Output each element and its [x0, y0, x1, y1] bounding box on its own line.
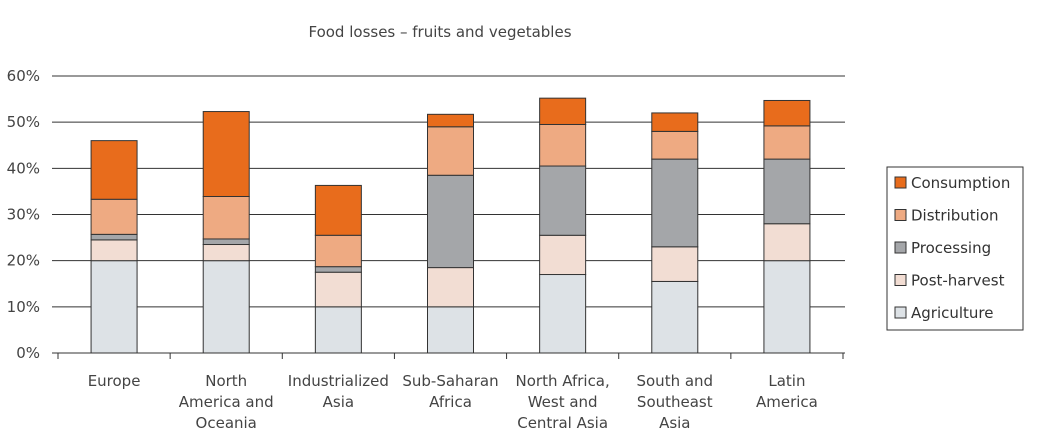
legend-label-post-harvest: Post-harvest	[911, 272, 1005, 290]
bar-segment-post-harvest	[427, 267, 474, 308]
bar-segment-processing	[314, 266, 362, 273]
bar-segment-processing	[539, 165, 587, 236]
x-tick-label: Industrialized Asia	[288, 372, 389, 411]
legend: Consumption Distribution Processing Post-ha…	[886, 166, 1024, 331]
bar-segment-distribution	[651, 130, 699, 160]
bar-segment-consumption	[202, 111, 250, 197]
x-tick-label: North America and Oceania	[179, 372, 274, 432]
bar-segment-processing	[427, 174, 474, 269]
bar-segment-distribution	[539, 123, 587, 167]
bar-stack	[90, 140, 138, 354]
y-tick-label: 50%	[7, 113, 40, 131]
bar-segment-processing	[202, 238, 250, 246]
y-axis: 0% 10% 20% 30% 40% 50% 60%	[7, 67, 40, 362]
bar-segment-agriculture	[314, 306, 362, 354]
legend-swatch-agriculture	[894, 306, 907, 319]
bar-segment-post-harvest	[90, 239, 138, 262]
chart-title: Food losses – fruits and vegetables	[308, 23, 571, 41]
bar-stack	[314, 184, 362, 354]
bar-stack	[651, 112, 699, 354]
y-tick-label: 0%	[16, 344, 40, 362]
bar-segment-processing	[90, 233, 138, 241]
x-axis: Europe North America and Oceania Industriali…	[52, 352, 845, 432]
bar-segment-consumption	[314, 184, 362, 236]
bar-stack	[763, 99, 811, 354]
bar-segment-consumption	[651, 112, 699, 132]
bar-segment-post-harvest	[314, 271, 362, 308]
legend-box	[886, 166, 1024, 331]
bar-stack	[427, 113, 474, 354]
y-tick-label: 10%	[7, 298, 40, 316]
bars	[90, 97, 811, 354]
bar-segment-agriculture	[651, 280, 699, 354]
bar-segment-consumption	[539, 97, 587, 125]
bar-segment-agriculture	[90, 260, 138, 354]
y-tick-label: 20%	[7, 252, 40, 270]
legend-swatch-consumption	[894, 176, 907, 189]
bar-segment-agriculture	[763, 260, 811, 354]
x-tick-label: North Africa, West and Central Asia	[516, 372, 610, 432]
legend-label-consumption: Consumption	[911, 174, 1010, 192]
bar-segment-post-harvest	[202, 244, 250, 262]
legend-swatch-distribution	[894, 209, 907, 221]
bar-segment-distribution	[763, 125, 811, 160]
bar-segment-consumption	[90, 140, 138, 200]
bar-segment-agriculture	[539, 274, 587, 354]
bar-segment-distribution	[202, 195, 250, 240]
legend-label-distribution: Distribution	[911, 207, 999, 225]
x-tick-label: Europe	[88, 372, 141, 390]
legend-label-agriculture: Agriculture	[911, 304, 994, 322]
legend-label-processing: Processing	[911, 239, 991, 257]
x-tick-label: South and Southeast Asia	[636, 372, 713, 432]
bar-stack	[539, 97, 587, 354]
bar-segment-processing	[651, 158, 699, 248]
bar-segment-distribution	[314, 234, 362, 268]
bar-segment-agriculture	[427, 306, 474, 354]
x-tick-label: Latin America	[756, 372, 818, 411]
bar-segment-post-harvest	[763, 223, 811, 262]
x-tick-label: Sub-Saharan Africa	[402, 372, 498, 411]
bar-stack	[202, 111, 250, 354]
bar-segment-agriculture	[202, 260, 250, 354]
legend-swatch-processing	[894, 241, 907, 254]
bar-segment-distribution	[90, 198, 138, 235]
bar-segment-consumption	[763, 99, 811, 127]
y-tick-label: 40%	[7, 159, 40, 177]
legend-swatch-post-harvest	[894, 274, 907, 286]
bar-segment-post-harvest	[539, 234, 587, 276]
bar-segment-post-harvest	[651, 246, 699, 282]
bar-segment-consumption	[427, 113, 474, 128]
bar-segment-distribution	[427, 126, 474, 176]
bar-segment-processing	[763, 158, 811, 225]
y-tick-label: 30%	[7, 206, 40, 224]
y-tick-label: 60%	[7, 67, 40, 85]
